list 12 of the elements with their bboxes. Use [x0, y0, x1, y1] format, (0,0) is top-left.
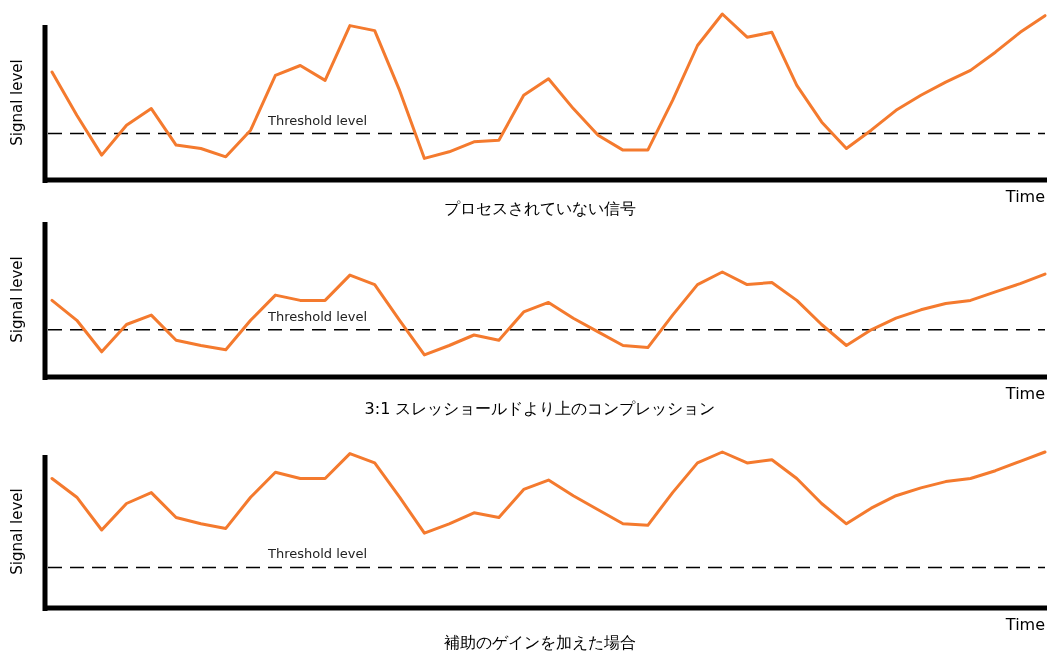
y-axis-title: Signal level [8, 256, 26, 343]
text: 補助のゲインを加えた場合 [444, 633, 636, 652]
ref-line-label: Threshold level [267, 308, 368, 324]
y-axis-title: Signal level [8, 59, 26, 146]
ref-line-label: Threshold level [267, 112, 368, 128]
text: プロセスされていない信号 [444, 199, 636, 218]
x-axis-title: Time [1004, 615, 1045, 634]
text: 3:1 スレッショールドより上のコンプレッション [364, 399, 716, 418]
ref-line-label: Threshold level [267, 546, 368, 562]
x-axis-title: Time [1004, 187, 1045, 206]
x-axis-title: Time [1004, 384, 1045, 403]
y-axis-title: Signal level [8, 488, 26, 575]
